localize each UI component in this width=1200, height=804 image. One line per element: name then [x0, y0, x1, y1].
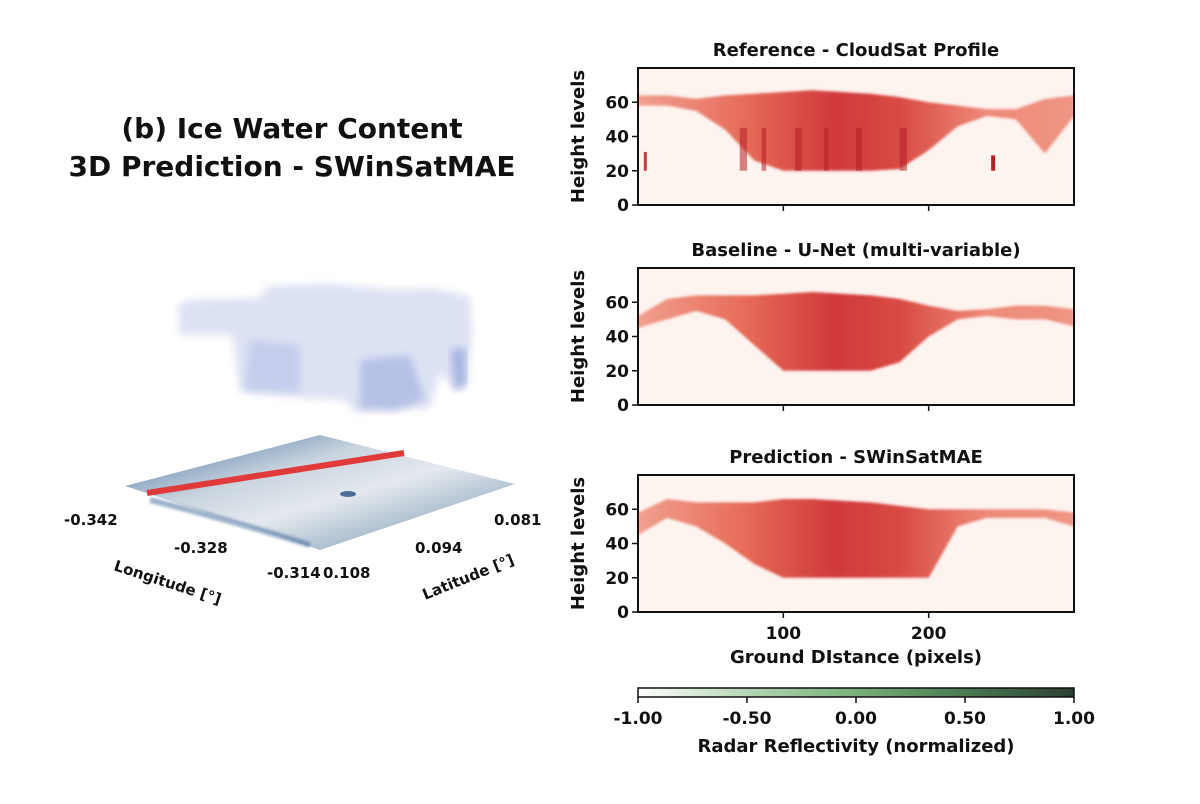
cloudsat-track-line [146, 450, 405, 496]
latitude-tick: 0.094 [415, 539, 462, 557]
heatmap-panel-2: Baseline - U-Net (multi-variable) Height … [568, 240, 1075, 416]
latitude-tick: 0.081 [494, 511, 541, 529]
panel-title: Baseline - U-Net (multi-variable) [691, 240, 1020, 261]
y-tick-label: 20 [605, 569, 629, 589]
x-tick-label: 100 [766, 624, 802, 644]
cloud-column [794, 127, 802, 171]
panel-title: Reference - CloudSat Profile [713, 40, 999, 61]
y-tick-label: 60 [605, 500, 629, 520]
y-tick-label: 60 [605, 93, 629, 113]
cloud-reflectivity-region [638, 291, 1074, 371]
colorbar-tick-label: 0.50 [944, 709, 986, 729]
cloud-column [643, 151, 647, 171]
colorbar-tick-label: -1.00 [614, 709, 663, 729]
y-tick-label: 0 [617, 196, 629, 216]
cloud-column [739, 127, 748, 171]
y-tick-label: 20 [605, 362, 629, 382]
cloud-column [899, 127, 907, 171]
latitude-tick: 0.108 [323, 564, 370, 582]
colorbar: -1.00 -0.50 0.00 0.50 1.00 Radar Reflectivit… [614, 687, 1095, 757]
longitude-tick: -0.328 [174, 539, 228, 557]
y-axis-label: Height levels [568, 270, 589, 403]
y-axis-label: Height levels [568, 70, 589, 203]
y-tick-label: 40 [605, 328, 629, 348]
cloud-column [824, 127, 829, 171]
cloud-column [856, 127, 862, 171]
cloud-column [761, 127, 767, 171]
satellite-surface-map [125, 435, 515, 550]
y-tick-label: 0 [617, 603, 629, 623]
longitude-tick: -0.342 [64, 511, 118, 529]
cloud-reflectivity-region [638, 498, 1074, 578]
heatmap-panel-1: Reference - CloudSat Profile Height level… [568, 40, 1075, 216]
y-tick-label: 40 [605, 535, 629, 555]
colorbar-tick-label: 0.00 [835, 709, 877, 729]
x-tick-label: 200 [911, 624, 947, 644]
latitude-axis-label: Latitude [°] [420, 551, 517, 604]
colorbar-label: Radar Reflectivity (normalized) [697, 736, 1014, 757]
y-tick-label: 20 [605, 162, 629, 182]
figure-title-line1: (b) Ice Water Content [121, 112, 462, 145]
heatmap-panel-3: Prediction - SWinSatMAE Height levels 0 20 4… [568, 447, 1075, 668]
y-tick-label: 60 [605, 293, 629, 313]
colorbar-tick-label: 1.00 [1053, 709, 1095, 729]
panel-title: Prediction - SWinSatMAE [729, 447, 983, 468]
colorbar-tick-label: -0.50 [723, 709, 772, 729]
longitude-axis-label: Longitude [°] [112, 557, 224, 609]
cloud-volume-3d [178, 284, 472, 412]
cloud-column [991, 155, 996, 171]
colorbar-gradient [637, 687, 1075, 698]
y-axis-label: Height levels [568, 477, 589, 610]
longitude-tick: -0.314 [267, 564, 321, 582]
y-tick-label: 0 [617, 396, 629, 416]
y-tick-label: 40 [605, 128, 629, 148]
figure-title-line2: 3D Prediction - SWinSatMAE [69, 150, 516, 183]
x-axis-label: Ground DIstance (pixels) [730, 647, 982, 668]
